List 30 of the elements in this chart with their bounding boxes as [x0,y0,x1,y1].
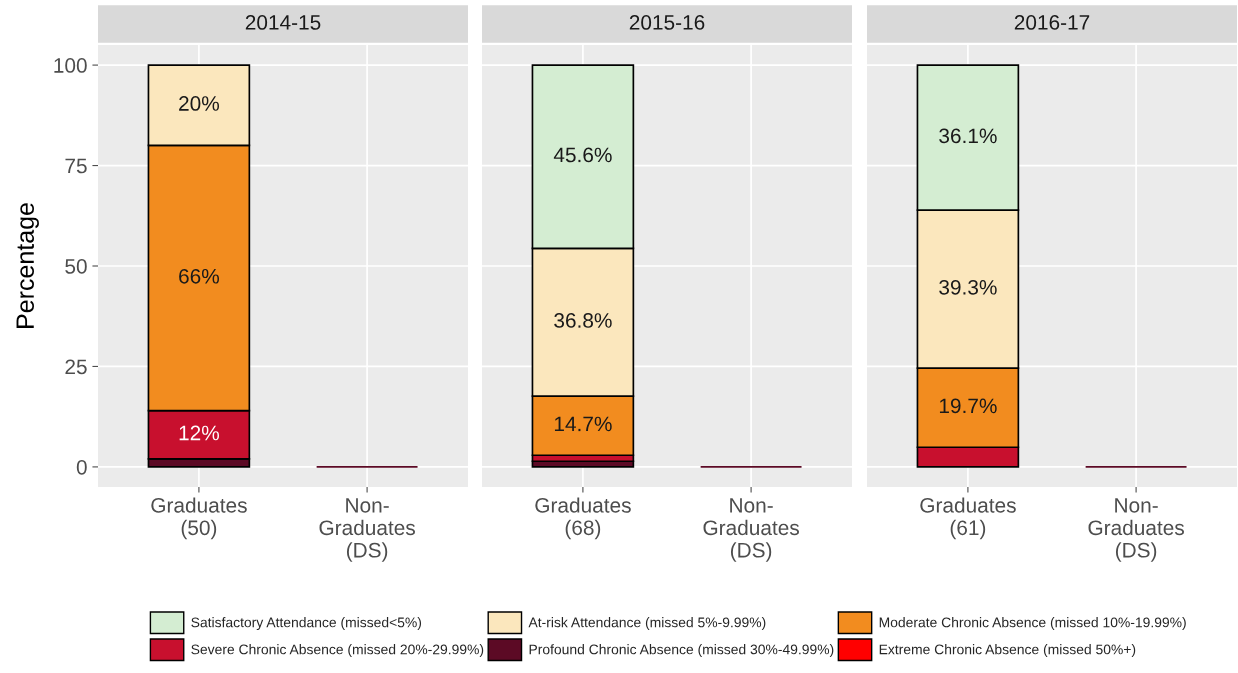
x-tick-label: Non- Graduates (DS) [703,498,799,562]
legend-label: At-risk Attendance (missed 5%-9.99%) [528,617,766,631]
y-tick-label: 50 [65,259,87,274]
data-label: 20% [179,96,220,111]
data-label: 12% [179,425,220,441]
data-label: 36.1% [939,128,997,144]
data-label: 19.7% [939,398,997,414]
x-tick-label: Graduates (68) [535,497,631,540]
y-tick-label: 25 [65,359,87,375]
chart-title: 2014-15 [245,15,321,30]
x-tick-label: Graduates (50) [151,497,247,540]
chart-title: 2015-16 [629,15,705,30]
legend-label: Moderate Chronic Absence (missed 10%-19.99%) [879,617,1186,631]
data-label: 14.7% [554,416,612,432]
legend-label: Profound Chronic Absence (missed 30%-49.99%) [529,644,834,658]
x-tick-label: Graduates (61) [920,497,1016,540]
legend-label: Severe Chronic Absence (missed 20%-29.99%) [191,644,484,658]
data-label: 36.8% [554,313,612,328]
y-axis-title: Percentage [16,203,39,328]
y-tick-label: 75 [65,158,87,174]
legend-label: Satisfactory Attendance (missed<5%) [191,617,422,631]
y-tick-label: 0 [76,459,87,475]
data-label: 39.3% [939,279,997,295]
chart-title: 2016-17 [1014,15,1090,30]
legend-label: Extreme Chronic Absence (missed 50%+) [879,644,1136,658]
x-tick-label: Non- Graduates (DS) [319,498,415,562]
data-label: 66% [179,268,220,284]
x-tick-label: Non- Graduates (DS) [1088,498,1184,562]
data-label: 45.6% [553,147,612,163]
y-tick-label: 100 [54,58,87,73]
